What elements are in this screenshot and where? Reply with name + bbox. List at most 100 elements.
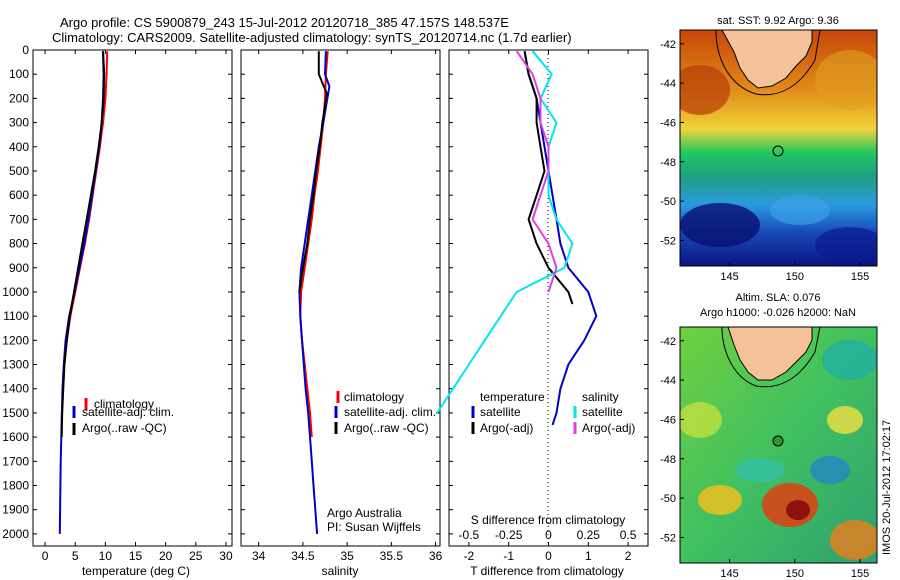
sla-high-patch	[786, 500, 810, 520]
x-tick-label: 1	[585, 549, 592, 563]
salinity-x-ticks: 34 34.5 35 35.5 36	[252, 50, 443, 563]
map-lon-label: 145	[720, 568, 738, 580]
x-tick-label: 15	[129, 549, 143, 563]
difference-legend: temperature salinity satellite Argo(-adj…	[471, 390, 635, 435]
sla-low-patch	[810, 456, 850, 484]
depth-tick-label: 600	[9, 188, 29, 202]
temperature-x-ticks: 0 5 10 15 20 25 30	[42, 50, 233, 563]
depth-tick-label: 1900	[2, 503, 29, 517]
x-tick-label: 36	[429, 549, 443, 563]
sst-cold-patch	[815, 227, 877, 263]
depth-tick-label: 1100	[3, 309, 29, 323]
difference-sal-label: S difference from climatology	[471, 513, 626, 527]
map-lat-label: -48	[660, 157, 676, 169]
depth-tick-label: 1200	[2, 333, 29, 347]
x-tick-label: 34	[252, 549, 266, 563]
sst-map-ticks: -42 -44 -46 -48 -50 -52 145 150 155	[660, 39, 869, 283]
x-tick-label: 0	[42, 549, 49, 563]
x-tick-label: 0	[545, 549, 552, 563]
sla-map-title1: Altim. SLA: 0.076	[736, 292, 821, 304]
depth-tick-label: 300	[9, 116, 29, 130]
x-tick-label: 5	[72, 549, 79, 563]
x-tick-label: 25	[189, 549, 203, 563]
series-line	[436, 50, 574, 414]
x-tick-label: 2	[625, 549, 632, 563]
legend-label-temp-satellite: satellite	[480, 405, 521, 419]
figure-title-line2: Climatology: CARS2009. Satellite-adjuste…	[52, 30, 572, 45]
temperature-legend: climatology satellite-adj. clim. Argo(..…	[72, 397, 174, 435]
land-contour	[721, 327, 821, 388]
depth-tick-label: 800	[9, 237, 29, 251]
land-contour	[715, 30, 821, 96]
sla-high-patch	[680, 402, 722, 438]
map-lat-label: -42	[660, 336, 676, 348]
x-tick-label: -1	[503, 549, 514, 563]
x-tick-label: -2	[464, 549, 475, 563]
sst-cold-patch	[680, 203, 760, 247]
map-lat-label: -44	[660, 375, 676, 387]
tasmania-land	[721, 30, 813, 89]
map-lat-label: -46	[660, 414, 676, 426]
map-lon-label: 150	[786, 568, 804, 580]
series-line	[523, 51, 598, 426]
legend-label-sal-argo: Argo(-adj)	[582, 421, 635, 435]
sla-low-patch	[822, 340, 877, 380]
legend-label-climatology: climatology	[344, 390, 404, 404]
x-tick-label: 10	[99, 549, 113, 563]
sst-map-frame	[679, 29, 878, 267]
series-line	[298, 51, 328, 293]
depth-tick-label: 200	[9, 91, 29, 105]
x-tick-label-salinity: 0	[545, 528, 552, 542]
temperature-x-label: temperature (deg C)	[82, 564, 190, 578]
x-tick-label: 35.5	[380, 549, 404, 563]
depth-tick-label: 1000	[2, 285, 29, 299]
map-lat-label: -48	[660, 454, 676, 466]
depth-axis-ticks: 0 100 200 300 400 500 600 700 800 900 1000 1100 1200…	[2, 43, 648, 541]
sst-mid-patch	[770, 195, 830, 225]
depth-tick-label: 1400	[2, 382, 29, 396]
sla-high-patch	[698, 485, 742, 515]
depth-tick-label: 1700	[2, 454, 29, 468]
depth-tick-label: 1500	[2, 406, 29, 420]
salinity-plot-frame	[240, 49, 441, 547]
legend-label-satellite: satellite-adj. clim.	[344, 405, 436, 419]
x-tick-label-salinity: 0.25	[577, 528, 601, 542]
x-tick-label-salinity: 0.5	[620, 528, 637, 542]
legend-label-temp-argo: Argo(-adj)	[480, 421, 533, 435]
series-line	[515, 50, 558, 293]
depth-tick-label: 1800	[2, 479, 29, 493]
temperature-plot-frame	[32, 49, 233, 547]
legend-heading-temperature: temperature	[480, 390, 545, 404]
map-lat-label: -52	[660, 532, 676, 544]
map-lat-label: -50	[660, 196, 676, 208]
map-lat-label: -42	[660, 39, 676, 51]
depth-tick-label: 500	[9, 164, 29, 178]
sla-map-title2: Argo h1000: -0.026 h2000: NaN	[700, 307, 856, 319]
figure-title-line1: Argo profile: CS 5900879_243 15-Jul-2012…	[60, 15, 509, 30]
sst-warm-patch	[680, 65, 730, 115]
difference-salinity-x-ticks: -0.5 -0.25 0 0.25 0.5	[459, 528, 637, 542]
sst-map-title: sat. SST: 9.92 Argo: 9.36	[717, 15, 839, 27]
x-tick-label: 30	[219, 549, 233, 563]
legend-label-satellite: satellite-adj. clim.	[82, 405, 174, 419]
map-lon-label: 145	[720, 271, 738, 283]
map-lon-label: 150	[786, 271, 804, 283]
float-location-marker	[772, 145, 784, 157]
salinity-legend: climatology satellite-adj. clim. Argo(..…	[334, 390, 436, 435]
depth-tick-label: 700	[9, 212, 29, 226]
sla-low-patch	[735, 458, 785, 482]
depth-tick-label: 2000	[2, 527, 29, 541]
map-lat-label: -44	[660, 78, 676, 90]
depth-tick-label: 100	[9, 67, 29, 81]
depth-tick-label: 400	[9, 140, 29, 154]
float-location-marker	[772, 435, 784, 447]
map-lat-label: -50	[660, 493, 676, 505]
map-lon-label: 155	[851, 568, 869, 580]
map-lat-label: -52	[660, 235, 676, 247]
sla-map	[680, 327, 877, 563]
sst-map	[680, 30, 877, 266]
sst-warm-patch	[815, 50, 877, 110]
legend-heading-salinity: salinity	[582, 390, 619, 404]
x-tick-label-salinity: -0.5	[459, 528, 480, 542]
